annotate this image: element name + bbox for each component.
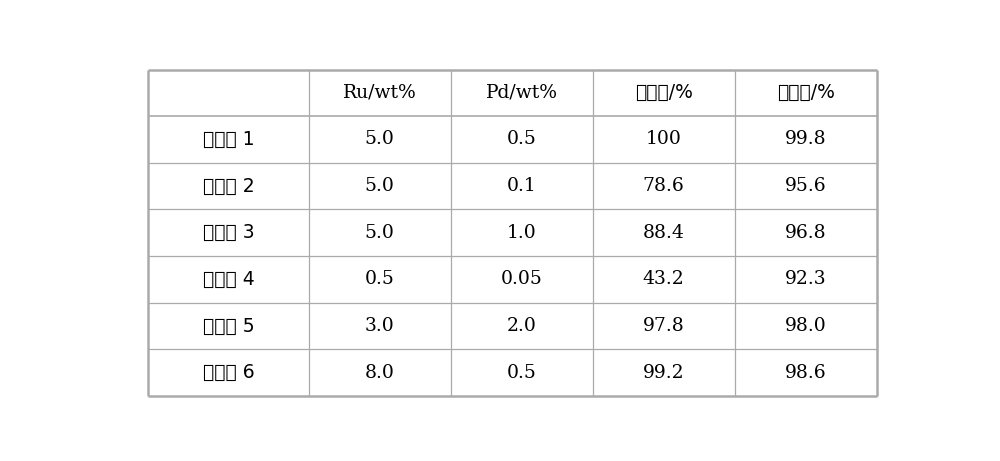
Text: 99.8: 99.8 bbox=[785, 130, 827, 148]
Text: 92.3: 92.3 bbox=[785, 271, 827, 289]
Text: 78.6: 78.6 bbox=[643, 177, 685, 195]
Text: 转化率/%: 转化率/% bbox=[635, 83, 693, 102]
Text: 5.0: 5.0 bbox=[365, 130, 394, 148]
Text: 0.1: 0.1 bbox=[507, 177, 536, 195]
Text: 实施例 1: 实施例 1 bbox=[203, 130, 254, 149]
Text: 0.05: 0.05 bbox=[501, 271, 543, 289]
Text: 实施例 3: 实施例 3 bbox=[203, 223, 254, 242]
Text: 100: 100 bbox=[646, 130, 682, 148]
Text: Ru/wt%: Ru/wt% bbox=[343, 84, 416, 102]
Text: 3.0: 3.0 bbox=[365, 317, 394, 335]
Text: 95.6: 95.6 bbox=[785, 177, 827, 195]
Text: Pd/wt%: Pd/wt% bbox=[486, 84, 558, 102]
Text: 实施例 5: 实施例 5 bbox=[203, 317, 254, 336]
Text: 99.2: 99.2 bbox=[643, 364, 684, 382]
Text: 实施例 4: 实施例 4 bbox=[203, 270, 254, 289]
Text: 0.5: 0.5 bbox=[507, 130, 537, 148]
Text: 1.0: 1.0 bbox=[507, 224, 536, 242]
Text: 5.0: 5.0 bbox=[365, 177, 394, 195]
Text: 2.0: 2.0 bbox=[507, 317, 537, 335]
Text: 98.0: 98.0 bbox=[785, 317, 827, 335]
Text: 实施例 6: 实施例 6 bbox=[203, 363, 254, 382]
Text: 8.0: 8.0 bbox=[365, 364, 394, 382]
Text: 0.5: 0.5 bbox=[365, 271, 394, 289]
Text: 0.5: 0.5 bbox=[507, 364, 537, 382]
Text: 实施例 2: 实施例 2 bbox=[203, 177, 254, 195]
Text: 选择性/%: 选择性/% bbox=[777, 83, 835, 102]
Text: 97.8: 97.8 bbox=[643, 317, 685, 335]
Text: 88.4: 88.4 bbox=[643, 224, 685, 242]
Text: 96.8: 96.8 bbox=[785, 224, 827, 242]
Text: 5.0: 5.0 bbox=[365, 224, 394, 242]
Text: 98.6: 98.6 bbox=[785, 364, 827, 382]
Text: 43.2: 43.2 bbox=[643, 271, 685, 289]
